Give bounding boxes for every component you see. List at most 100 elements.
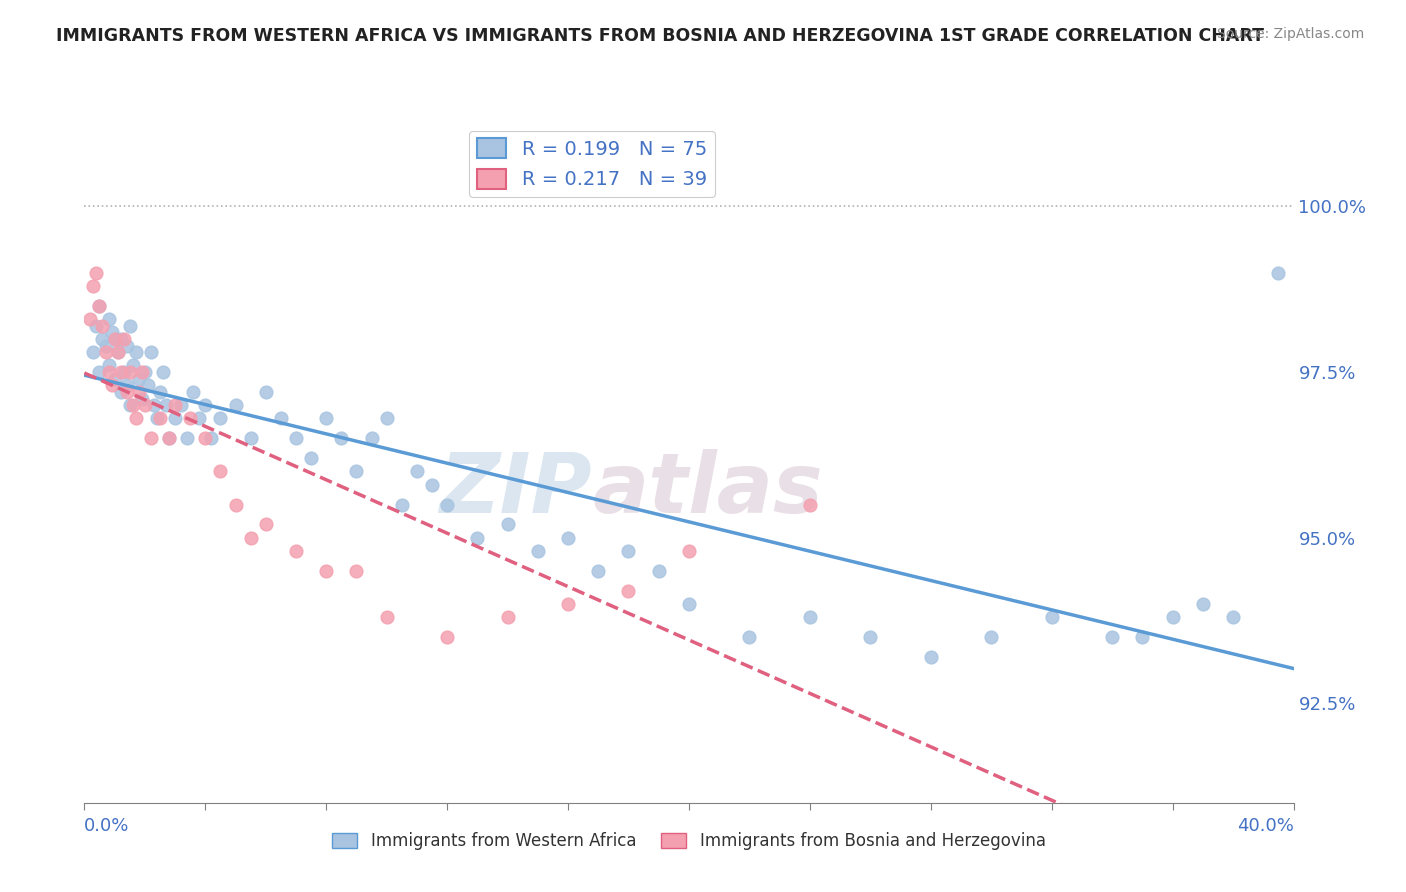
Point xyxy=(315,411,337,425)
Point xyxy=(648,564,671,578)
Point xyxy=(89,299,111,313)
Point xyxy=(146,411,169,425)
Point xyxy=(467,531,489,545)
Point xyxy=(360,431,382,445)
Point xyxy=(86,318,108,333)
Legend: Immigrants from Western Africa, Immigrants from Bosnia and Herzegovina: Immigrants from Western Africa, Immigran… xyxy=(326,826,1052,857)
Point xyxy=(139,431,162,445)
Point xyxy=(149,411,172,425)
Point xyxy=(121,359,143,373)
Point xyxy=(239,431,262,445)
Point xyxy=(496,517,519,532)
Point xyxy=(436,498,458,512)
Point xyxy=(157,431,180,445)
Point xyxy=(104,332,127,346)
Text: 0.0%: 0.0% xyxy=(84,817,129,835)
Point xyxy=(104,332,127,346)
Point xyxy=(82,279,104,293)
Point xyxy=(1267,266,1289,280)
Point xyxy=(194,398,217,412)
Point xyxy=(254,384,277,399)
Point xyxy=(920,650,942,665)
Point xyxy=(285,544,308,558)
Point xyxy=(980,630,1002,644)
Point xyxy=(82,345,104,359)
Point xyxy=(134,365,156,379)
Point xyxy=(125,345,148,359)
Point xyxy=(149,384,172,399)
Point xyxy=(375,411,398,425)
Point xyxy=(136,378,159,392)
Point xyxy=(436,630,458,644)
Point xyxy=(89,299,111,313)
Point xyxy=(588,564,610,578)
Point xyxy=(79,312,101,326)
Point xyxy=(1040,610,1063,624)
Point xyxy=(170,398,193,412)
Point xyxy=(225,498,247,512)
Point xyxy=(299,451,322,466)
Point xyxy=(121,398,143,412)
Point xyxy=(678,597,700,611)
Point xyxy=(617,544,640,558)
Point xyxy=(1101,630,1123,644)
Point xyxy=(157,431,180,445)
Point xyxy=(115,384,138,399)
Point xyxy=(131,392,153,406)
Point xyxy=(110,384,132,399)
Point xyxy=(209,411,232,425)
Point xyxy=(112,365,135,379)
Point xyxy=(1161,610,1184,624)
Point xyxy=(155,398,177,412)
Point xyxy=(738,630,761,644)
Point xyxy=(617,583,640,598)
Point xyxy=(1132,630,1154,644)
Point xyxy=(118,365,141,379)
Text: 40.0%: 40.0% xyxy=(1237,817,1294,835)
Text: Source: ZipAtlas.com: Source: ZipAtlas.com xyxy=(1216,27,1364,41)
Point xyxy=(315,564,337,578)
Point xyxy=(799,610,821,624)
Point xyxy=(104,372,127,386)
Point xyxy=(91,318,114,333)
Point xyxy=(107,345,129,359)
Point xyxy=(142,398,165,412)
Point xyxy=(209,465,232,479)
Point xyxy=(346,564,368,578)
Point xyxy=(94,345,117,359)
Point xyxy=(176,431,198,445)
Point xyxy=(527,544,550,558)
Point xyxy=(112,332,135,346)
Point xyxy=(496,610,519,624)
Point xyxy=(128,372,150,386)
Point xyxy=(179,411,201,425)
Point xyxy=(115,338,138,352)
Point xyxy=(330,431,353,445)
Point xyxy=(128,384,150,399)
Point xyxy=(239,531,262,545)
Point xyxy=(406,465,429,479)
Point xyxy=(200,431,222,445)
Point xyxy=(86,266,108,280)
Point xyxy=(118,398,141,412)
Point xyxy=(97,359,120,373)
Point xyxy=(134,398,156,412)
Point xyxy=(225,398,247,412)
Point xyxy=(152,365,174,379)
Point xyxy=(107,345,129,359)
Point xyxy=(270,411,292,425)
Point xyxy=(97,365,120,379)
Point xyxy=(285,431,308,445)
Point xyxy=(139,345,162,359)
Point xyxy=(115,378,138,392)
Point xyxy=(125,411,148,425)
Point xyxy=(859,630,882,644)
Point xyxy=(97,312,120,326)
Point xyxy=(1222,610,1244,624)
Point xyxy=(346,465,368,479)
Text: IMMIGRANTS FROM WESTERN AFRICA VS IMMIGRANTS FROM BOSNIA AND HERZEGOVINA 1ST GRA: IMMIGRANTS FROM WESTERN AFRICA VS IMMIGR… xyxy=(56,27,1264,45)
Point xyxy=(557,531,579,545)
Point xyxy=(118,318,141,333)
Point xyxy=(375,610,398,624)
Point xyxy=(100,326,122,340)
